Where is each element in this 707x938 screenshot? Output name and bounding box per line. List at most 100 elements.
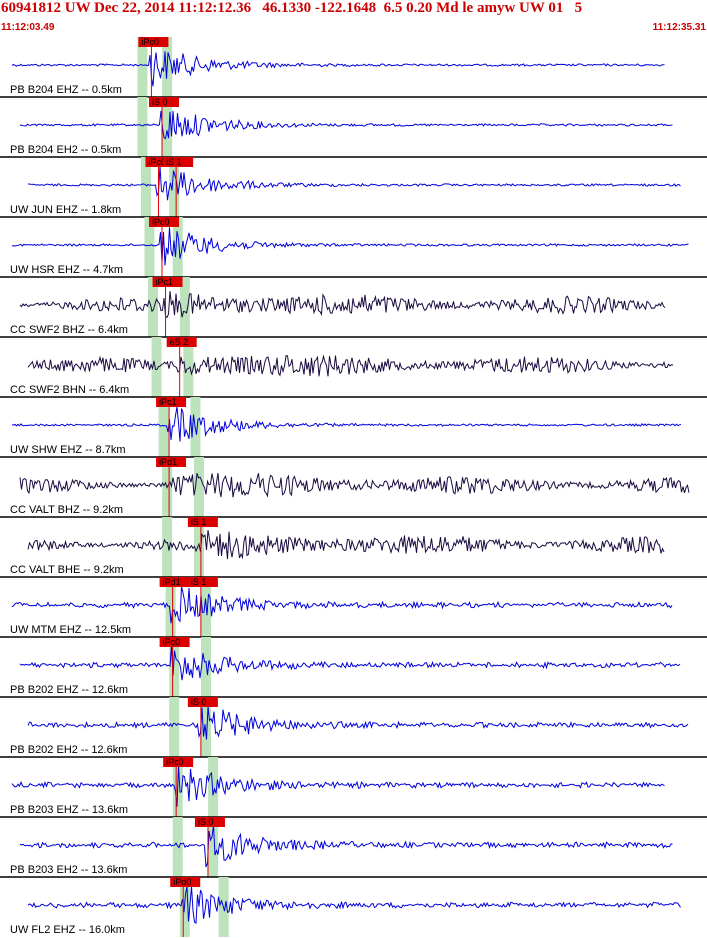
phase-window-band <box>183 337 194 397</box>
phase-window-band <box>172 217 183 277</box>
station-panel[interactable]: iPc0 iS 1 UW JUN EHZ -- 1.8km <box>0 157 707 218</box>
pick-marker[interactable] <box>159 637 190 647</box>
pick-label: iPc0 <box>152 217 170 227</box>
phase-window-band <box>208 817 219 877</box>
station-label: PB B203 EH2 -- 13.6km <box>10 864 127 876</box>
phase-window-band <box>193 517 204 577</box>
station-panel[interactable]: iPc0 PB B204 EHZ -- 0.5km <box>0 37 707 98</box>
pick-marker[interactable] <box>187 577 218 587</box>
pick-label: iPc1 <box>156 277 174 287</box>
pick-label: iPd0 <box>173 877 191 887</box>
pick-label: iPc0 <box>163 637 181 647</box>
station-panel[interactable]: eS 2 CC SWF2 BHN -- 6.4km <box>0 337 707 398</box>
pick-label: eS 2 <box>170 337 189 347</box>
station-panel[interactable]: iPd1 iS 1 UW MTM EHZ -- 12.5km <box>0 577 707 638</box>
pick-label: iPc1 <box>159 397 177 407</box>
pick-label: iPd1 <box>163 577 181 587</box>
pick-marker[interactable] <box>166 337 197 347</box>
waveform-trace <box>11 586 673 624</box>
pick-marker[interactable] <box>149 97 180 107</box>
pick-marker[interactable] <box>152 277 183 287</box>
seismogram-panels[interactable]: iPc0 PB B204 EHZ -- 0.5km iS 0 PB B204 EH2 … <box>0 37 707 938</box>
waveform-trace <box>19 110 673 140</box>
station-label: PB B204 EH2 -- 0.5km <box>10 144 121 156</box>
station-label: UW MTM EHZ -- 12.5km <box>10 624 131 636</box>
station-label: CC SWF2 BHN -- 6.4km <box>10 384 129 396</box>
pick-marker[interactable] <box>138 37 169 47</box>
station-label: PB B202 EHZ -- 12.6km <box>10 684 128 696</box>
station-panel[interactable]: iPc1 CC SWF2 BHZ -- 6.4km <box>0 277 707 338</box>
pick-label: iS 0 <box>191 697 207 707</box>
pick-label: iS 1 <box>191 517 207 527</box>
phase-window-band <box>144 217 155 277</box>
event-title: 60941812 UW Dec 22, 2014 11:12:12.36 46.… <box>1 0 583 16</box>
phase-window-band <box>162 517 173 577</box>
waveform-trace <box>27 706 689 740</box>
pick-label: iPd1 <box>159 457 177 467</box>
waveform-trace <box>19 473 690 498</box>
pick-marker[interactable] <box>156 457 187 467</box>
pick-marker[interactable] <box>156 397 187 407</box>
end-time: 11:12:35.31 <box>652 22 706 33</box>
station-panel[interactable]: iS 0 PB B204 EH2 -- 0.5km <box>0 97 707 158</box>
pick-label: iS 0 <box>198 817 214 827</box>
waveform-trace <box>27 354 674 377</box>
pick-label: iPc0 <box>166 757 184 767</box>
phase-window-band <box>169 697 180 757</box>
start-time: 11:12:03.49 <box>1 22 55 33</box>
station-panel[interactable]: iS 0 PB B202 EH2 -- 12.6km <box>0 697 707 758</box>
phase-window-band <box>137 37 148 97</box>
pick-marker[interactable] <box>194 817 225 827</box>
station-label: CC SWF2 BHZ -- 6.4km <box>10 324 128 336</box>
waveform-trace <box>19 824 673 868</box>
pick-marker[interactable] <box>163 757 194 767</box>
seismogram-svg[interactable]: iPc0 PB B204 EHZ -- 0.5km iS 0 PB B204 EH2 … <box>0 37 707 938</box>
pick-marker[interactable] <box>187 517 218 527</box>
pick-label: iS 1 <box>191 577 207 587</box>
waveform-trace <box>27 530 665 560</box>
station-panel[interactable]: iPc1 UW SHW EHZ -- 8.7km <box>0 397 707 458</box>
station-panel[interactable]: iPd0 UW FL2 EHZ -- 16.0km <box>10 877 681 937</box>
phase-window-band <box>169 637 180 697</box>
station-panel[interactable]: iPc0 UW HSR EHZ -- 4.7km <box>0 217 707 278</box>
station-panel[interactable]: iPc0 PB B202 EHZ -- 12.6km <box>0 637 707 698</box>
phase-window-band <box>140 157 151 217</box>
station-label: PB B203 EHZ -- 13.6km <box>10 804 128 816</box>
phase-window-band <box>172 817 183 877</box>
phase-window-band <box>169 157 180 217</box>
station-panel[interactable]: iS 0 PB B203 EH2 -- 13.6km <box>0 817 707 878</box>
station-panel[interactable]: iPd1 CC VALT BHZ -- 9.2km <box>0 457 707 518</box>
pick-marker[interactable] <box>187 697 218 707</box>
station-panel[interactable]: iS 1 CC VALT BHE -- 9.2km <box>0 517 707 578</box>
pick-label: iS 0 <box>152 97 168 107</box>
phase-window-band <box>201 697 212 757</box>
event-header: 60941812 UW Dec 22, 2014 11:12:12.36 46.… <box>0 0 707 36</box>
station-label: PB B202 EH2 -- 12.6km <box>10 744 127 756</box>
pick-marker[interactable] <box>145 157 176 167</box>
pick-label: iPc0 <box>148 157 166 167</box>
pick-marker[interactable] <box>149 217 180 227</box>
waveform-trace <box>11 227 689 266</box>
waveform-trace <box>11 765 665 807</box>
phase-window-band <box>201 637 212 697</box>
phase-window-band <box>165 577 176 637</box>
pick-label: iPc0 <box>141 37 159 47</box>
station-label: UW HSR EHZ -- 4.7km <box>10 264 123 276</box>
waveform-trace <box>11 51 665 87</box>
station-label: PB B204 EHZ -- 0.5km <box>10 84 122 96</box>
phase-window-band <box>162 97 173 157</box>
station-panel[interactable]: iPc0 PB B203 EHZ -- 13.6km <box>0 757 707 818</box>
waveform-trace <box>27 166 681 201</box>
station-label: UW SHW EHZ -- 8.7km <box>10 444 126 456</box>
pick-marker[interactable] <box>159 577 190 587</box>
phase-window-band <box>179 277 190 337</box>
pick-marker[interactable] <box>163 157 194 167</box>
waveform-trace <box>27 886 681 925</box>
phase-window-band <box>158 397 169 457</box>
station-label: CC VALT BHZ -- 9.2km <box>10 504 123 516</box>
waveform-trace <box>11 406 682 442</box>
station-label: UW FL2 EHZ -- 16.0km <box>10 924 125 936</box>
waveform-trace <box>19 291 666 319</box>
pick-marker[interactable] <box>170 877 201 887</box>
station-label: CC VALT BHE -- 9.2km <box>10 564 124 576</box>
